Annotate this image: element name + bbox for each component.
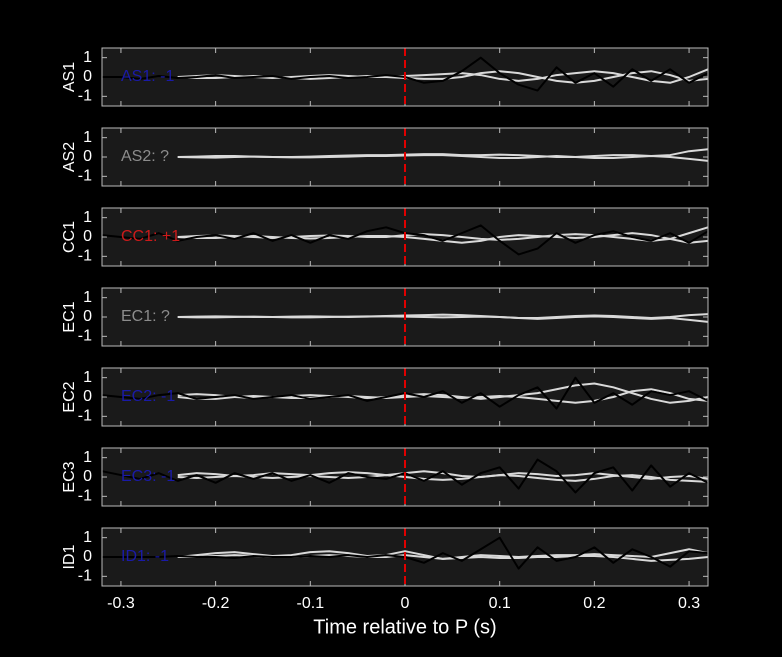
- y-tick-label: 1: [83, 129, 92, 146]
- plot-frame: [101, 127, 709, 187]
- y-axis-label: EC3: [61, 461, 78, 492]
- y-tick-label: -1: [78, 88, 92, 105]
- y-tick-label: 0: [83, 468, 92, 485]
- y-axis-label: EC2: [61, 381, 78, 412]
- y-tick-label: -1: [78, 568, 92, 585]
- station-annotation: ID1: -1: [121, 548, 169, 565]
- x-axis-label: Time relative to P (s): [313, 616, 496, 638]
- plot-frame: [101, 207, 709, 267]
- y-axis-label: EC1: [61, 301, 78, 332]
- y-axis-label: ID1: [61, 544, 78, 569]
- y-tick-label: -1: [78, 168, 92, 185]
- station-annotation: EC2: -1: [121, 388, 175, 405]
- series-line: [177, 154, 709, 162]
- y-tick-label: -1: [78, 408, 92, 425]
- y-tick-label: 1: [83, 49, 92, 66]
- x-tick-label: 0.3: [678, 595, 700, 612]
- y-tick-label: -1: [78, 328, 92, 345]
- y-tick-label: 0: [83, 388, 92, 405]
- plot-frame: [101, 47, 709, 107]
- y-tick-label: 0: [83, 228, 92, 245]
- x-tick-label: -0.1: [297, 595, 325, 612]
- station-annotation: EC1: ?: [121, 308, 170, 325]
- y-tick-label: 0: [83, 308, 92, 325]
- plot-frame: [101, 367, 709, 427]
- plot-frame: [101, 447, 709, 507]
- station-annotation: EC3: -1: [121, 468, 175, 485]
- y-tick-label: 1: [83, 289, 92, 306]
- plot-frame: [101, 287, 709, 347]
- y-tick-label: 1: [83, 209, 92, 226]
- y-tick-label: 1: [83, 529, 92, 546]
- y-tick-label: 1: [83, 369, 92, 386]
- y-tick-label: -1: [78, 248, 92, 265]
- y-axis-label: AS1: [61, 62, 78, 92]
- x-tick-label: -0.2: [202, 595, 230, 612]
- x-tick-label: 0.1: [489, 595, 511, 612]
- x-tick-label: 0.2: [583, 595, 605, 612]
- y-axis-label: AS2: [61, 142, 78, 172]
- y-tick-label: 0: [83, 548, 92, 565]
- y-tick-label: 1: [83, 449, 92, 466]
- y-tick-label: 0: [83, 148, 92, 165]
- y-axis-label: CC1: [61, 221, 78, 253]
- x-tick-label: 0: [401, 595, 410, 612]
- y-tick-label: -1: [78, 488, 92, 505]
- y-tick-label: 0: [83, 68, 92, 85]
- station-annotation: AS2: ?: [121, 148, 169, 165]
- station-annotation: CC1: +1: [121, 228, 180, 245]
- x-tick-label: -0.3: [107, 595, 135, 612]
- plot-frame: [101, 527, 709, 587]
- station-annotation: AS1: -1: [121, 68, 174, 85]
- series-line: [177, 315, 709, 323]
